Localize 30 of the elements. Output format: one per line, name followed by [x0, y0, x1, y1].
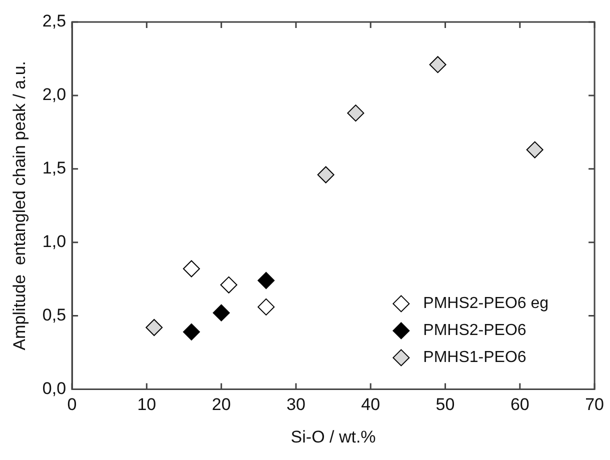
legend-label: PMHS1-PEO6 [423, 349, 526, 366]
point [182, 260, 200, 278]
point [258, 272, 275, 290]
legend-label: PMHS2-PEO6 eg [423, 295, 549, 312]
point [220, 276, 238, 294]
x-axis-title: Si-O / wt.% [290, 427, 376, 446]
y-tick-label: 2,0 [42, 85, 66, 104]
y-tick-label: 2,5 [42, 12, 66, 31]
x-tick-label: 70 [585, 395, 604, 414]
point [429, 56, 446, 74]
x-tick-label: 20 [212, 395, 231, 414]
x-tick-label: 0 [67, 395, 77, 414]
legend-label: PMHS2-PEO6 [423, 322, 526, 340]
point [146, 319, 163, 336]
y-tick-label: 0,5 [42, 305, 66, 324]
y-axis-title: Amplitude entangled chain peak / a.u. [10, 61, 29, 350]
x-tick-label: 60 [510, 395, 530, 414]
x-tick-label: 50 [436, 395, 455, 414]
point [526, 141, 544, 158]
y-tick-label: 1,5 [42, 158, 66, 178]
point [182, 323, 200, 340]
point [317, 166, 334, 184]
x-tick-label: 40 [361, 395, 380, 414]
x-tick-label: 10 [137, 395, 156, 414]
y-tick-label: 0,0 [42, 378, 66, 398]
point [347, 104, 364, 122]
x-tick-label: 30 [286, 395, 306, 414]
y-tick-label: 1,0 [42, 232, 66, 252]
point [258, 298, 275, 316]
point [212, 304, 230, 322]
